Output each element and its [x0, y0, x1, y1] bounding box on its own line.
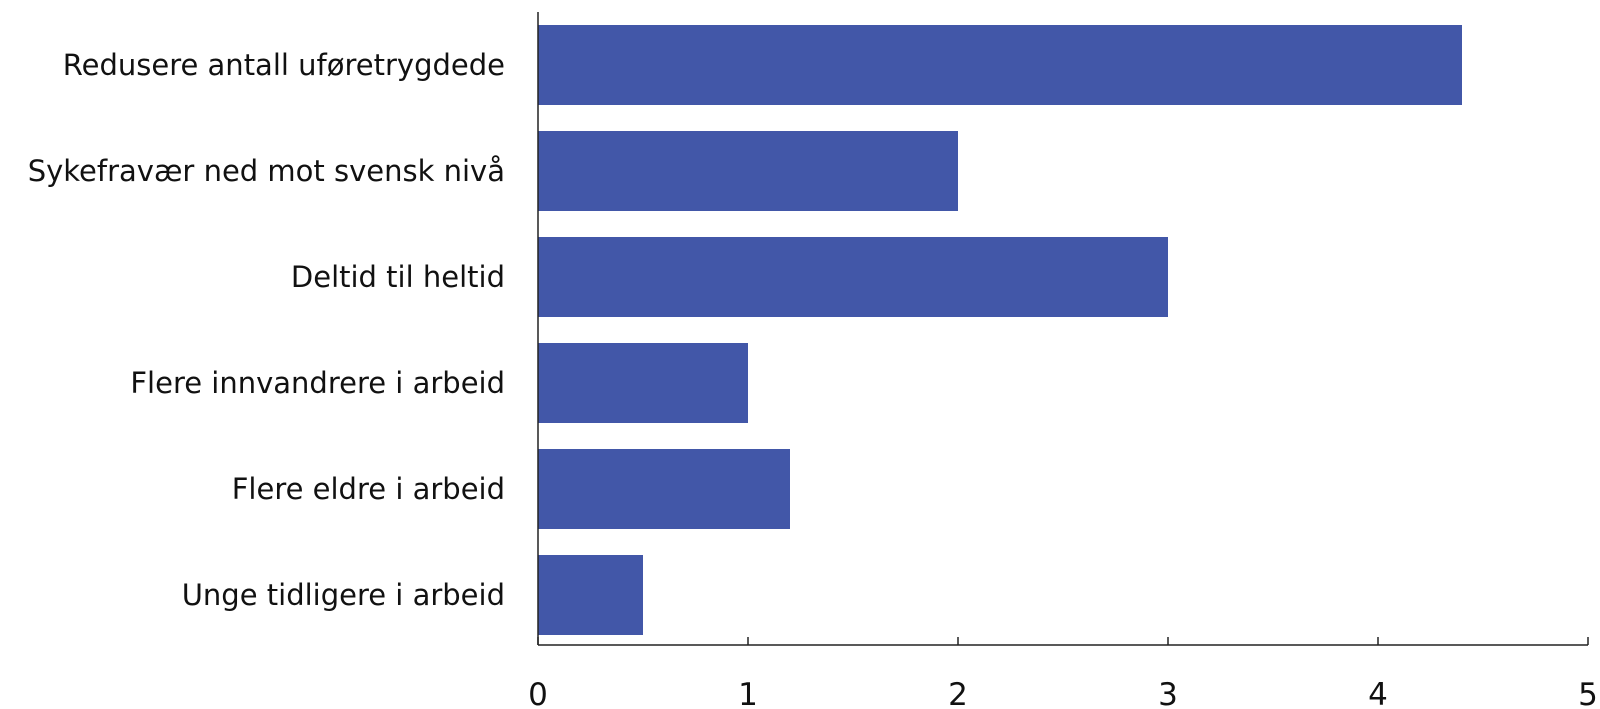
x-tick-label-5: 5 — [1578, 677, 1598, 709]
x-tick-label-1: 1 — [738, 677, 758, 709]
category-label-sykefravaer-ned-mot-svensk-niva: Sykefravær ned mot svensk nivå — [28, 154, 505, 188]
bar-redusere-antall-uforetrygdede — [538, 25, 1462, 105]
category-labels-layer: Redusere antall uføretrygdede Sykefravær … — [28, 48, 505, 612]
category-label-redusere-antall-uforetrygdede: Redusere antall uføretrygdede — [63, 48, 505, 82]
x-tick-label-0: 0 — [528, 677, 548, 709]
bar-flere-eldre-i-arbeid — [538, 449, 790, 529]
category-label-flere-innvandrere-i-arbeid: Flere innvandrere i arbeid — [130, 366, 505, 400]
bar-flere-innvandrere-i-arbeid — [538, 343, 748, 423]
category-label-flere-eldre-i-arbeid: Flere eldre i arbeid — [232, 472, 505, 506]
x-tick-label-4: 4 — [1368, 677, 1388, 709]
x-tick-label-3: 3 — [1158, 677, 1178, 709]
bar-unge-tidligere-i-arbeid — [538, 555, 643, 635]
x-tick-label-2: 2 — [948, 677, 968, 709]
category-label-deltid-til-heltid: Deltid til heltid — [291, 260, 505, 294]
bar-sykefravaer-ned-mot-svensk-niva — [538, 131, 958, 211]
bar-deltid-til-heltid — [538, 237, 1168, 317]
axes-layer — [537, 12, 1588, 646]
bars-layer — [538, 25, 1462, 635]
x-ticks-layer: 0 1 2 3 4 5 — [528, 637, 1598, 709]
category-label-unge-tidligere-i-arbeid: Unge tidligere i arbeid — [182, 578, 505, 612]
